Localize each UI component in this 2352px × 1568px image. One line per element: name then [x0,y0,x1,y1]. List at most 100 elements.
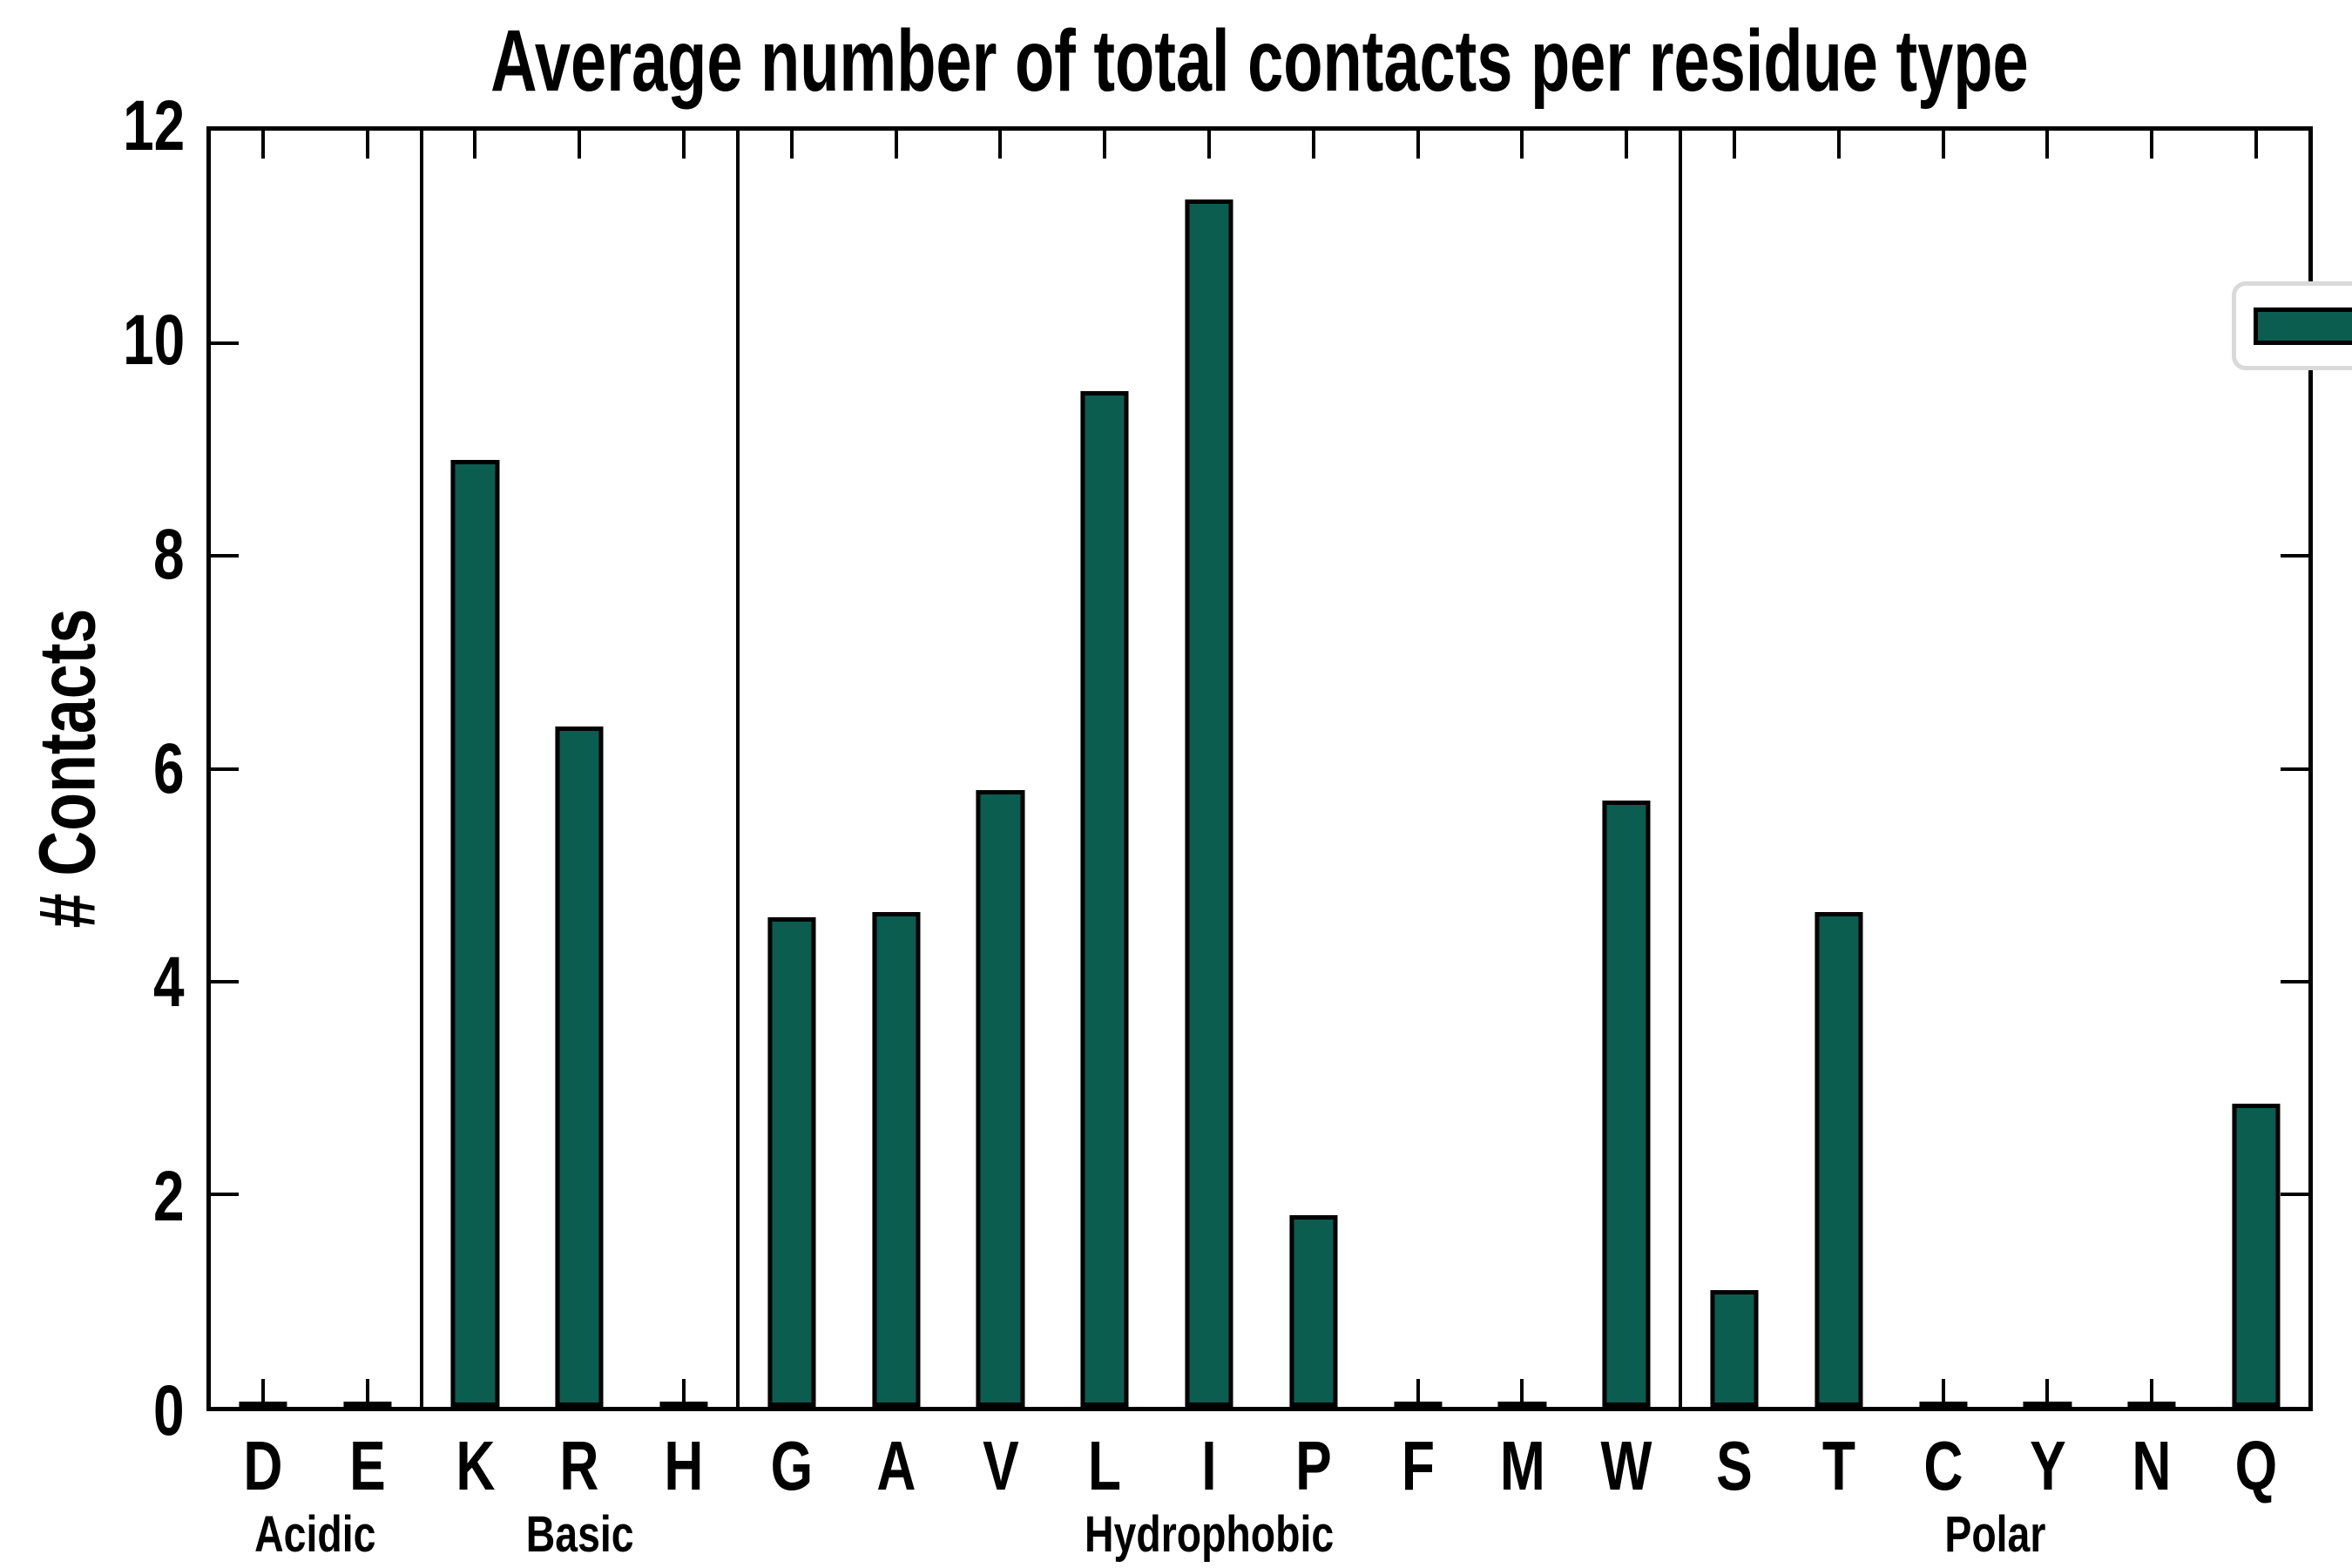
bar-Q [2232,1104,2281,1407]
x-tick-top-K [473,131,477,159]
x-tick-label-E: E [348,1427,386,1504]
x-tick-top-R [578,131,582,159]
slot-D: D [211,131,315,1501]
y-tick-left-10 [211,341,239,346]
x-tick-label-G: G [770,1427,814,1504]
y-tick-left-8 [211,554,239,558]
x-tick-top-L [1103,131,1107,159]
legend: POPC [2232,281,2352,370]
y-tick-left-6 [211,767,239,771]
legend-swatch-popc [2254,307,2352,345]
x-tick-top-I [1207,131,1212,159]
bar-I [1185,199,1233,1407]
x-tick-bottom-C [1941,1379,1945,1407]
y-tick-label-12: 12 [122,86,185,166]
y-tick-left-4 [211,979,239,983]
panel-basic: K R H Basic [419,131,736,1560]
slot-H: H [632,131,736,1501]
bar-F [1394,1402,1443,1407]
x-tick-label-C: C [1923,1427,1963,1504]
x-tick-label-H: H [664,1427,704,1504]
x-tick-top-H [682,131,686,159]
bar-N [2127,1402,2176,1407]
x-tick-top-G [789,131,794,159]
bar-L [1080,391,1129,1407]
bar-V [976,789,1025,1407]
bar-S [1710,1289,1759,1407]
x-tick-label-F: F [1401,1427,1435,1504]
panel-acidic: D E Acidic [211,131,420,1560]
chart-title: Average number of total contacts per res… [206,16,2313,107]
y-tick-right-2 [2281,1192,2308,1196]
x-tick-label-A: A [876,1427,916,1504]
x-tick-bottom-M [1520,1379,1524,1407]
bar-W [1602,801,1651,1407]
slot-E: E [315,131,420,1501]
x-tick-label-N: N [2132,1427,2172,1504]
x-tick-bottom-Y [2045,1379,2050,1407]
panel-polar: S T C Y N Q Polar [1679,131,2308,1560]
slot-K: K [423,131,528,1501]
bar-E [343,1402,392,1407]
x-tick-label-S: S [1716,1427,1753,1504]
x-tick-top-F [1416,131,1420,159]
group-label-basic: Basic [525,1506,634,1563]
x-tick-bottom-N [2150,1379,2154,1407]
y-tick-left-2 [211,1192,239,1196]
slot-W: W [1574,131,1679,1501]
slot-A: A [844,131,949,1501]
x-tick-top-N [2150,131,2154,159]
x-tick-top-E [365,131,369,159]
slot-T: T [1787,131,1891,1501]
slot-R: R [527,131,632,1501]
y-tick-right-8 [2281,554,2308,558]
slot-L: L [1052,131,1157,1501]
x-tick-top-C [1941,131,1945,159]
x-tick-label-Q: Q [2234,1427,2278,1504]
bar-D [239,1402,287,1407]
x-tick-top-M [1520,131,1524,159]
y-tick-label-6: 6 [153,728,185,808]
bar-Y [2023,1402,2072,1407]
bar-A [872,912,921,1407]
slot-V: V [949,131,1053,1501]
bar-panels: D E Acidic K R H Basic G A V L I P F M W Hydrophobic S T C Y… [211,131,2308,1560]
x-tick-label-P: P [1295,1427,1332,1504]
x-tick-label-K: K [455,1427,496,1504]
x-tick-bottom-D [260,1379,265,1407]
x-tick-top-V [998,131,1003,159]
bar-R [555,726,604,1407]
x-tick-label-R: R [559,1427,599,1504]
slot-S: S [1682,131,1787,1501]
slot-C: C [1891,131,1996,1501]
x-tick-top-D [260,131,265,159]
x-tick-top-W [1625,131,1629,159]
bar-T [1815,912,1863,1407]
y-tick-label-10: 10 [122,300,185,380]
slot-I: I [1157,131,1261,1501]
x-tick-top-T [1836,131,1841,159]
plot-area: D E Acidic K R H Basic G A V L I P F M W Hydrophobic S T C Y… [206,126,2352,1560]
x-tick-label-Y: Y [2029,1427,2066,1504]
slot-Q: Q [2204,131,2308,1501]
y-tick-label-8: 8 [153,514,185,594]
slot-F: F [1366,131,1470,1501]
y-tick-label-0: 0 [153,1371,185,1450]
y-tick-right-6 [2281,767,2308,771]
bar-M [1497,1402,1547,1407]
bar-H [659,1402,708,1407]
y-axis-tick-labels: 0 2 4 6 8 10 12 [0,91,185,1447]
y-tick-right-4 [2281,979,2308,983]
x-tick-label-V: V [982,1427,1019,1504]
slot-N: N [2099,131,2204,1501]
x-tick-label-T: T [1821,1427,1855,1504]
group-label-polar: Polar [1944,1506,2046,1563]
y-tick-label-4: 4 [153,943,185,1023]
x-tick-label-M: M [1499,1427,1545,1504]
slot-G: G [740,131,844,1501]
x-tick-top-Y [2045,131,2050,159]
panel-hydrophobic: G A V L I P F M W Hydrophobic [736,131,1679,1560]
chart-title-text: Average number of total contacts per res… [490,12,2029,110]
bar-G [767,917,816,1407]
slot-M: M [1470,131,1575,1501]
